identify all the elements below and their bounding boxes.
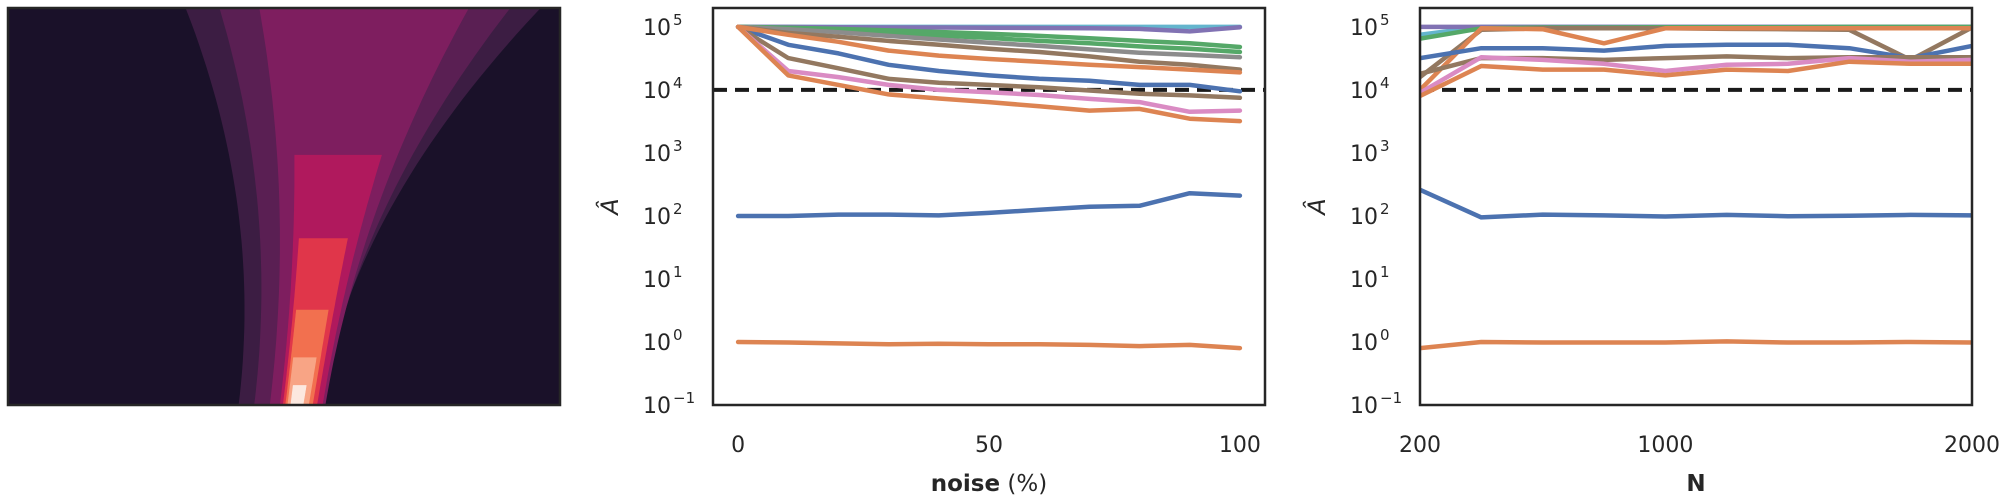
- noise-plot-series-4: [735, 24, 1243, 60]
- n-plot-series-8: [1420, 59, 1972, 99]
- noise-plot-xtick-label: 0: [731, 433, 745, 458]
- n-plot-ytick-label: 10: [1350, 205, 1378, 230]
- n-plot-series-10: [1420, 339, 1972, 351]
- noise-plot-ytick-exponent: 1: [673, 263, 683, 281]
- noise-plot-ytick-label: 10: [643, 268, 671, 293]
- n-plot-ytick-label: 10: [1350, 16, 1378, 41]
- noise-plot-ytick-exponent: 5: [673, 11, 683, 29]
- n-plot-ytick-label: 10: [1350, 394, 1378, 419]
- n-plot-ytick-label: 10: [1350, 79, 1378, 104]
- noise-plot-xlabel: noise (%): [931, 471, 1047, 497]
- n-plot-xtick-label: 1000: [1637, 433, 1693, 458]
- noise-plot-series-8: [735, 24, 1243, 124]
- n-plot-series-4: [1420, 26, 1972, 93]
- noise-plot-frame: [711, 6, 1267, 407]
- n-plot-ytick-label: 10: [1350, 331, 1378, 356]
- noise-plot-ytick-exponent: 2: [673, 200, 683, 218]
- noise-plot-ytick-exponent: 4: [673, 74, 683, 92]
- n-plot-series-9: [1420, 187, 1972, 220]
- n-plot-series-group: [1420, 24, 1972, 351]
- noise-plot-ytick-label: 10: [643, 205, 671, 230]
- noise-plot-series-7: [735, 24, 1243, 115]
- n-plot-ytick-exponent: 2: [1380, 200, 1390, 218]
- n-plot-series-5: [1420, 42, 1972, 61]
- noise-plot-ytick-exponent: −1: [673, 389, 695, 407]
- n-plot-ylabel: Â: [1302, 198, 1331, 216]
- noise-plot-series-6: [735, 24, 1243, 101]
- noise-plot-series-group: [713, 24, 1265, 351]
- noise-plot-xtick-label: 100: [1219, 433, 1261, 458]
- n-plot-ytick-exponent: 0: [1380, 326, 1390, 344]
- noise-plot-xtick-label: 50: [975, 433, 1003, 458]
- n-plot-ytick-exponent: 3: [1380, 137, 1390, 155]
- noise-plot-series-11: [735, 190, 1243, 219]
- n-plot-ytick-exponent: 4: [1380, 74, 1390, 92]
- contour-field: [8, 8, 560, 405]
- contour-panel: [6, 6, 562, 407]
- n-plot-ytick-exponent: 1: [1380, 263, 1390, 281]
- noise-plot-ytick-label: 10: [643, 394, 671, 419]
- noise-plot-ytick-label: 10: [643, 16, 671, 41]
- n-plot-xtick-label: 200: [1399, 433, 1441, 458]
- n-plot-frame: [1418, 6, 1974, 407]
- n-plot-xtick-label: 2000: [1944, 433, 2000, 458]
- noise-plot-series-12: [735, 339, 1243, 351]
- contour-level-8: [290, 385, 307, 405]
- n-plot-ytick-exponent: −1: [1380, 389, 1402, 407]
- n-plot-series-7: [1420, 54, 1972, 96]
- noise-plot-ytick-label: 10: [643, 331, 671, 356]
- noise-plot-series-10: [735, 24, 1243, 75]
- noise-plot-ytick-exponent: 3: [673, 137, 683, 155]
- noise-plot-ylabel: Â: [595, 198, 624, 216]
- n-plot-ytick-label: 10: [1350, 268, 1378, 293]
- noise-plot-ytick-exponent: 0: [673, 326, 683, 344]
- noise-plot-series-9: [735, 24, 1243, 72]
- n-plot-xlabel: N: [1686, 471, 1705, 497]
- noise-plot-series-5: [735, 24, 1243, 94]
- noise-plot-ytick-label: 10: [643, 79, 671, 104]
- contour-frame: [6, 6, 562, 407]
- n-plot-ytick-label: 10: [1350, 142, 1378, 167]
- noise-plot-ytick-label: 10: [643, 142, 671, 167]
- n-plot-ytick-exponent: 5: [1380, 11, 1390, 29]
